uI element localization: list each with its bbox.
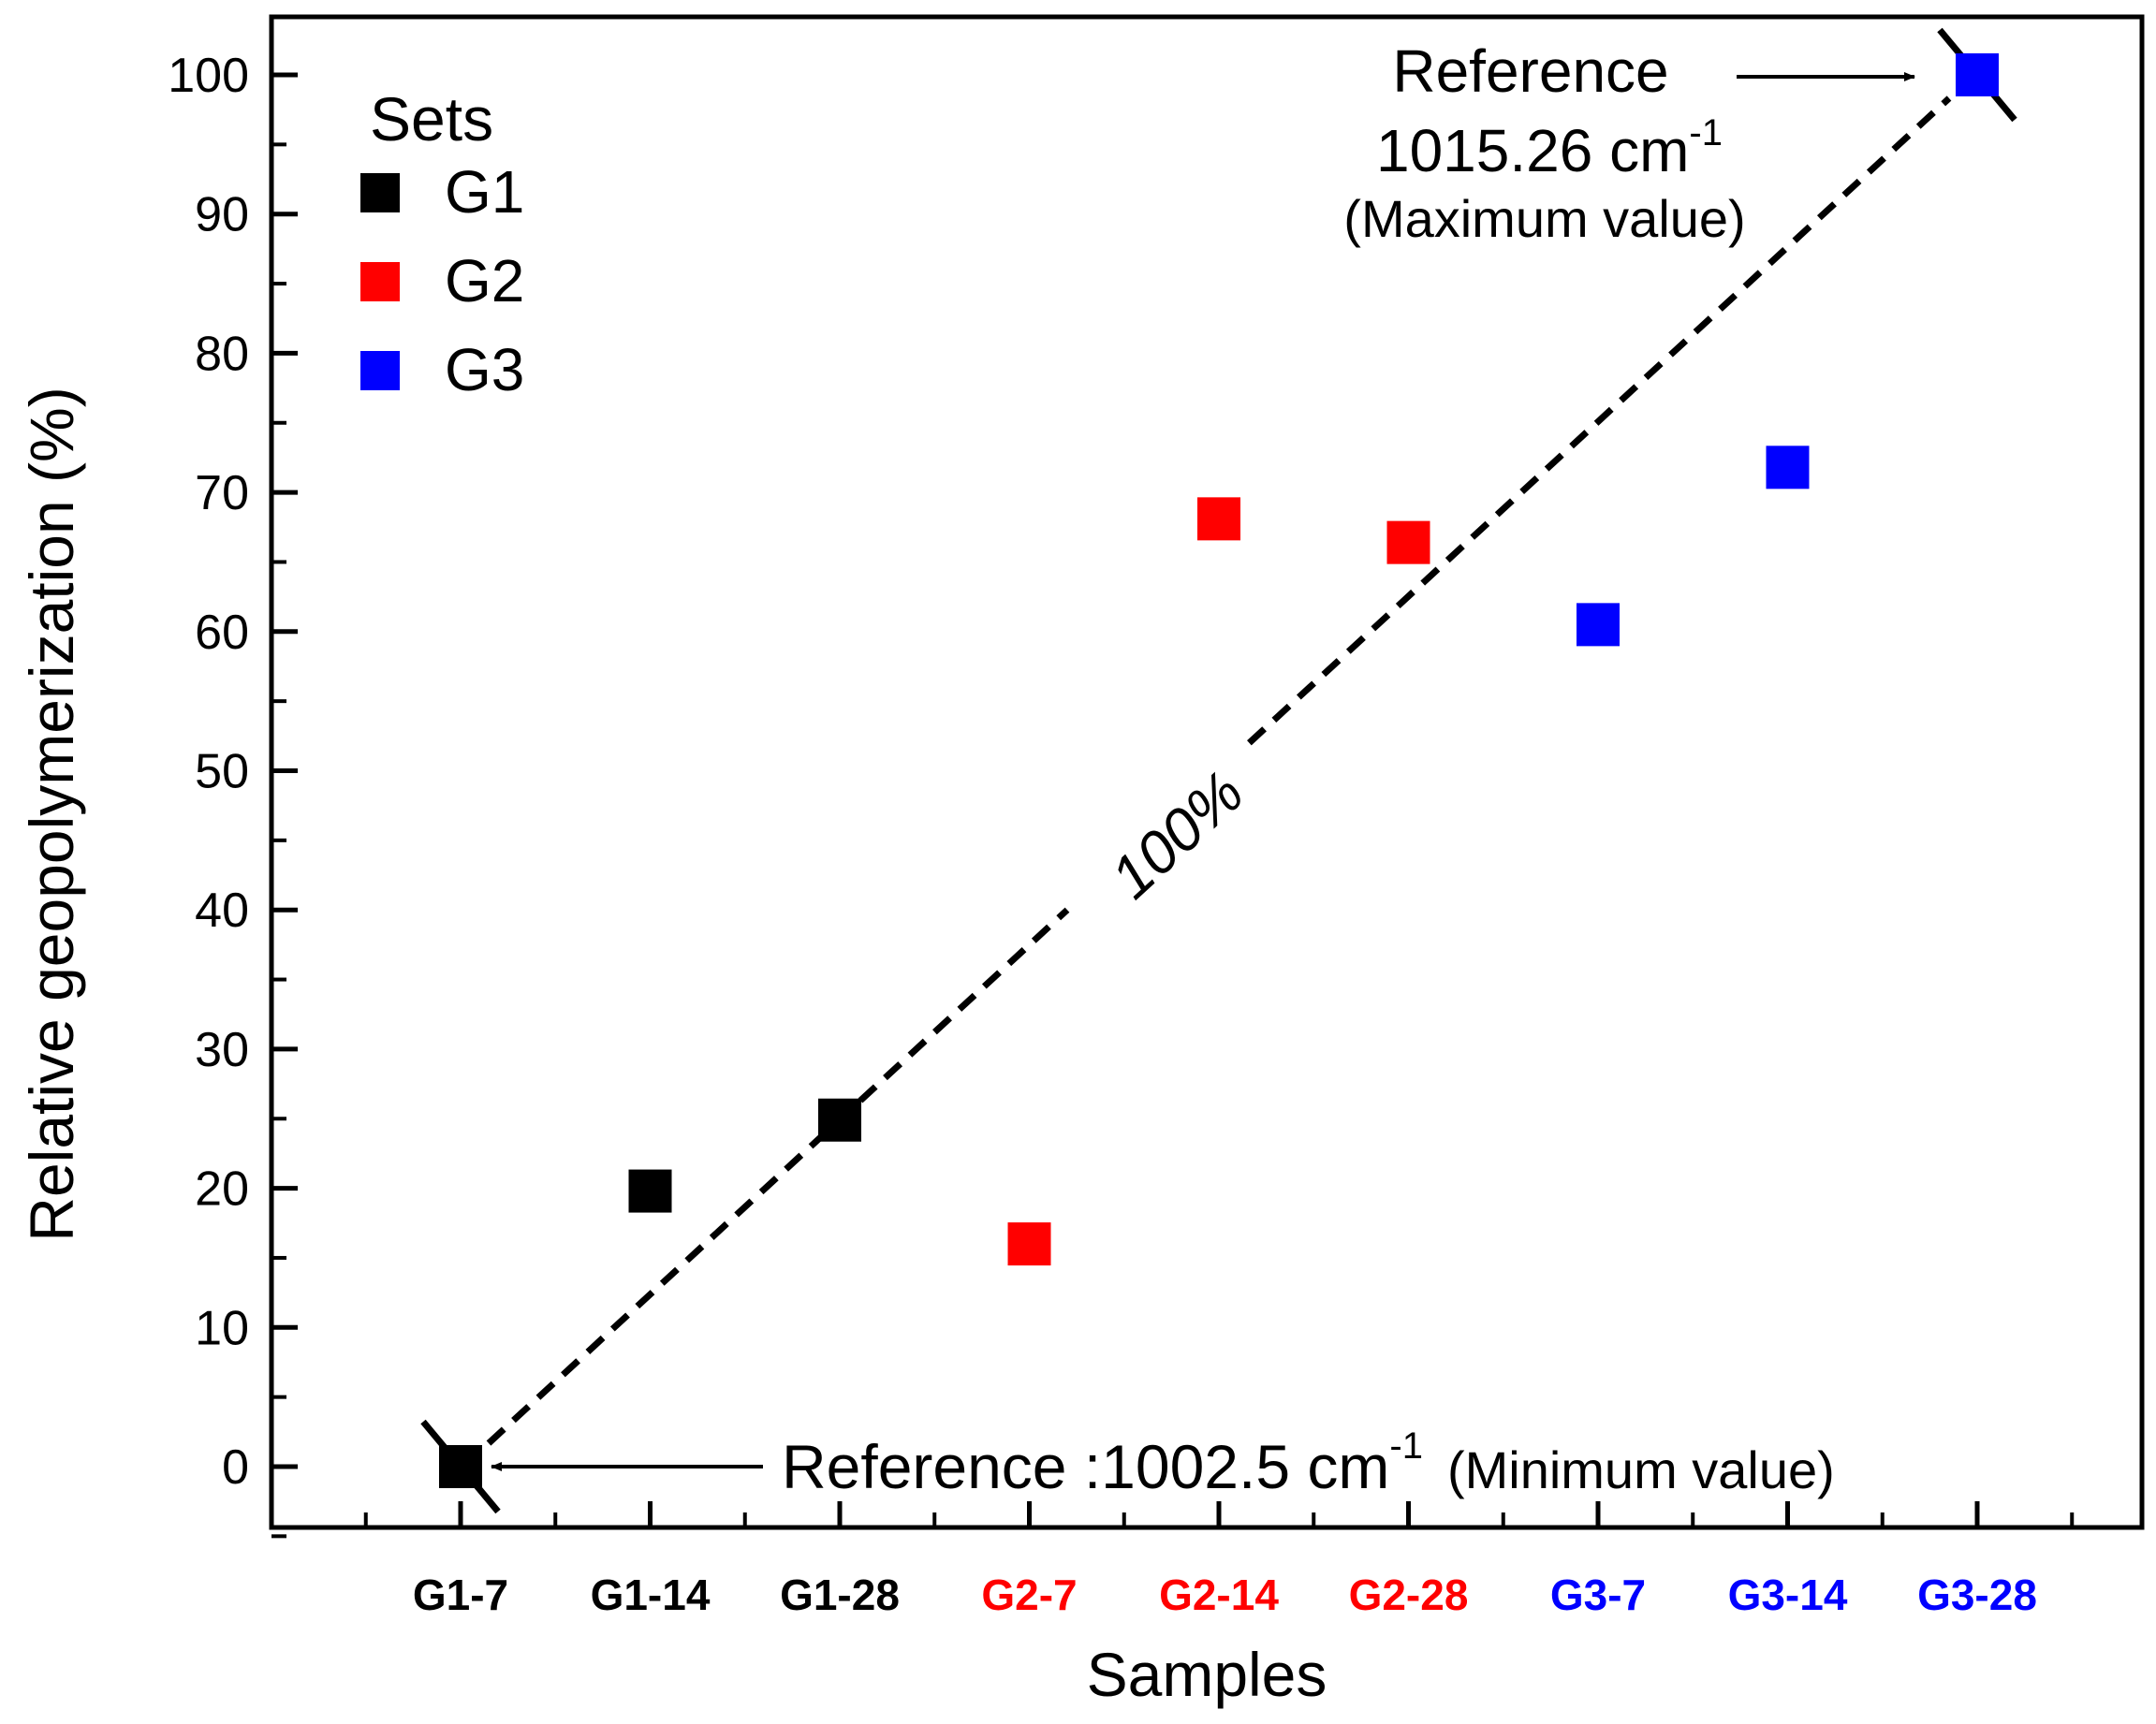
y-tick-label: 70 <box>195 466 249 520</box>
legend-label-g3: G3 <box>445 336 524 403</box>
y-tick-label: 90 <box>195 188 249 242</box>
y-tick-label: 20 <box>195 1162 249 1217</box>
x-axis-title: Samples <box>1087 1640 1327 1709</box>
data-point-g1-14 <box>628 1169 672 1213</box>
y-tick-label: 100 <box>168 49 249 103</box>
y-tick-label: 30 <box>195 1023 249 1077</box>
x-tick-label: G3-7 <box>1550 1571 1646 1619</box>
data-point-g1-7 <box>439 1445 482 1488</box>
min-ref-text: Reference :1002.5 cm-1 (Minimum value) <box>782 1425 1835 1501</box>
legend: Sets G1 G2 G3 <box>360 84 524 403</box>
max-reference-annotation: Reference 1015.26 cm-1 (Maximum value) <box>1343 37 1915 248</box>
x-tick-label: G2-7 <box>981 1571 1077 1619</box>
data-point-g2-7 <box>1007 1222 1051 1266</box>
x-tick-label: G3-14 <box>1728 1571 1848 1619</box>
data-points <box>439 53 1999 1488</box>
min-reference-annotation: Reference :1002.5 cm-1 (Minimum value) <box>491 1425 1835 1501</box>
legend-marker-g3 <box>360 351 400 390</box>
data-point-g3-7 <box>1577 603 1620 647</box>
max-ref-line1: Reference <box>1392 37 1668 105</box>
data-point-g2-14 <box>1197 497 1240 541</box>
trend-line <box>486 907 1070 1446</box>
legend-marker-g2 <box>360 262 400 301</box>
x-tick-label: G1-28 <box>780 1571 900 1619</box>
max-ref-line2: 1015.26 cm-1 <box>1376 112 1723 184</box>
max-ref-line3: (Maximum value) <box>1343 189 1745 248</box>
x-axis: G1-7 G1-14 G1-28 G2-7 G2-14 G2-28 G3-7 G3-14 G3-… <box>363 1501 2075 1619</box>
x-tick-label: G2-28 <box>1349 1571 1469 1619</box>
trend-label: 100% <box>1098 758 1256 912</box>
y-tick-label: 0 <box>222 1440 249 1495</box>
x-tick-label: G3-28 <box>1917 1571 2037 1619</box>
legend-label-g1: G1 <box>445 158 524 226</box>
y-tick-label: 80 <box>195 327 249 381</box>
y-tick-label: 50 <box>195 745 249 799</box>
trend-line-segment <box>1247 95 1952 746</box>
legend-label-g2: G2 <box>445 247 524 314</box>
y-axis-title: Relative geopolymerization (%) <box>17 387 86 1241</box>
data-point-g2-28 <box>1386 520 1430 564</box>
y-tick-label: 40 <box>195 884 249 938</box>
data-point-g3-28 <box>1956 53 1999 96</box>
x-tick-label: G1-7 <box>413 1571 508 1619</box>
y-tick-label: 10 <box>195 1301 249 1355</box>
legend-title: Sets <box>370 84 493 153</box>
y-axis: 0 10 20 30 40 50 60 70 80 90 100 <box>168 49 298 1539</box>
data-point-g1-28 <box>818 1098 861 1142</box>
x-tick-label: G2-14 <box>1159 1571 1279 1619</box>
legend-marker-g1 <box>360 173 400 212</box>
data-point-g3-14 <box>1766 446 1810 489</box>
y-tick-label: 60 <box>195 606 249 660</box>
x-tick-label: G1-14 <box>591 1571 711 1619</box>
